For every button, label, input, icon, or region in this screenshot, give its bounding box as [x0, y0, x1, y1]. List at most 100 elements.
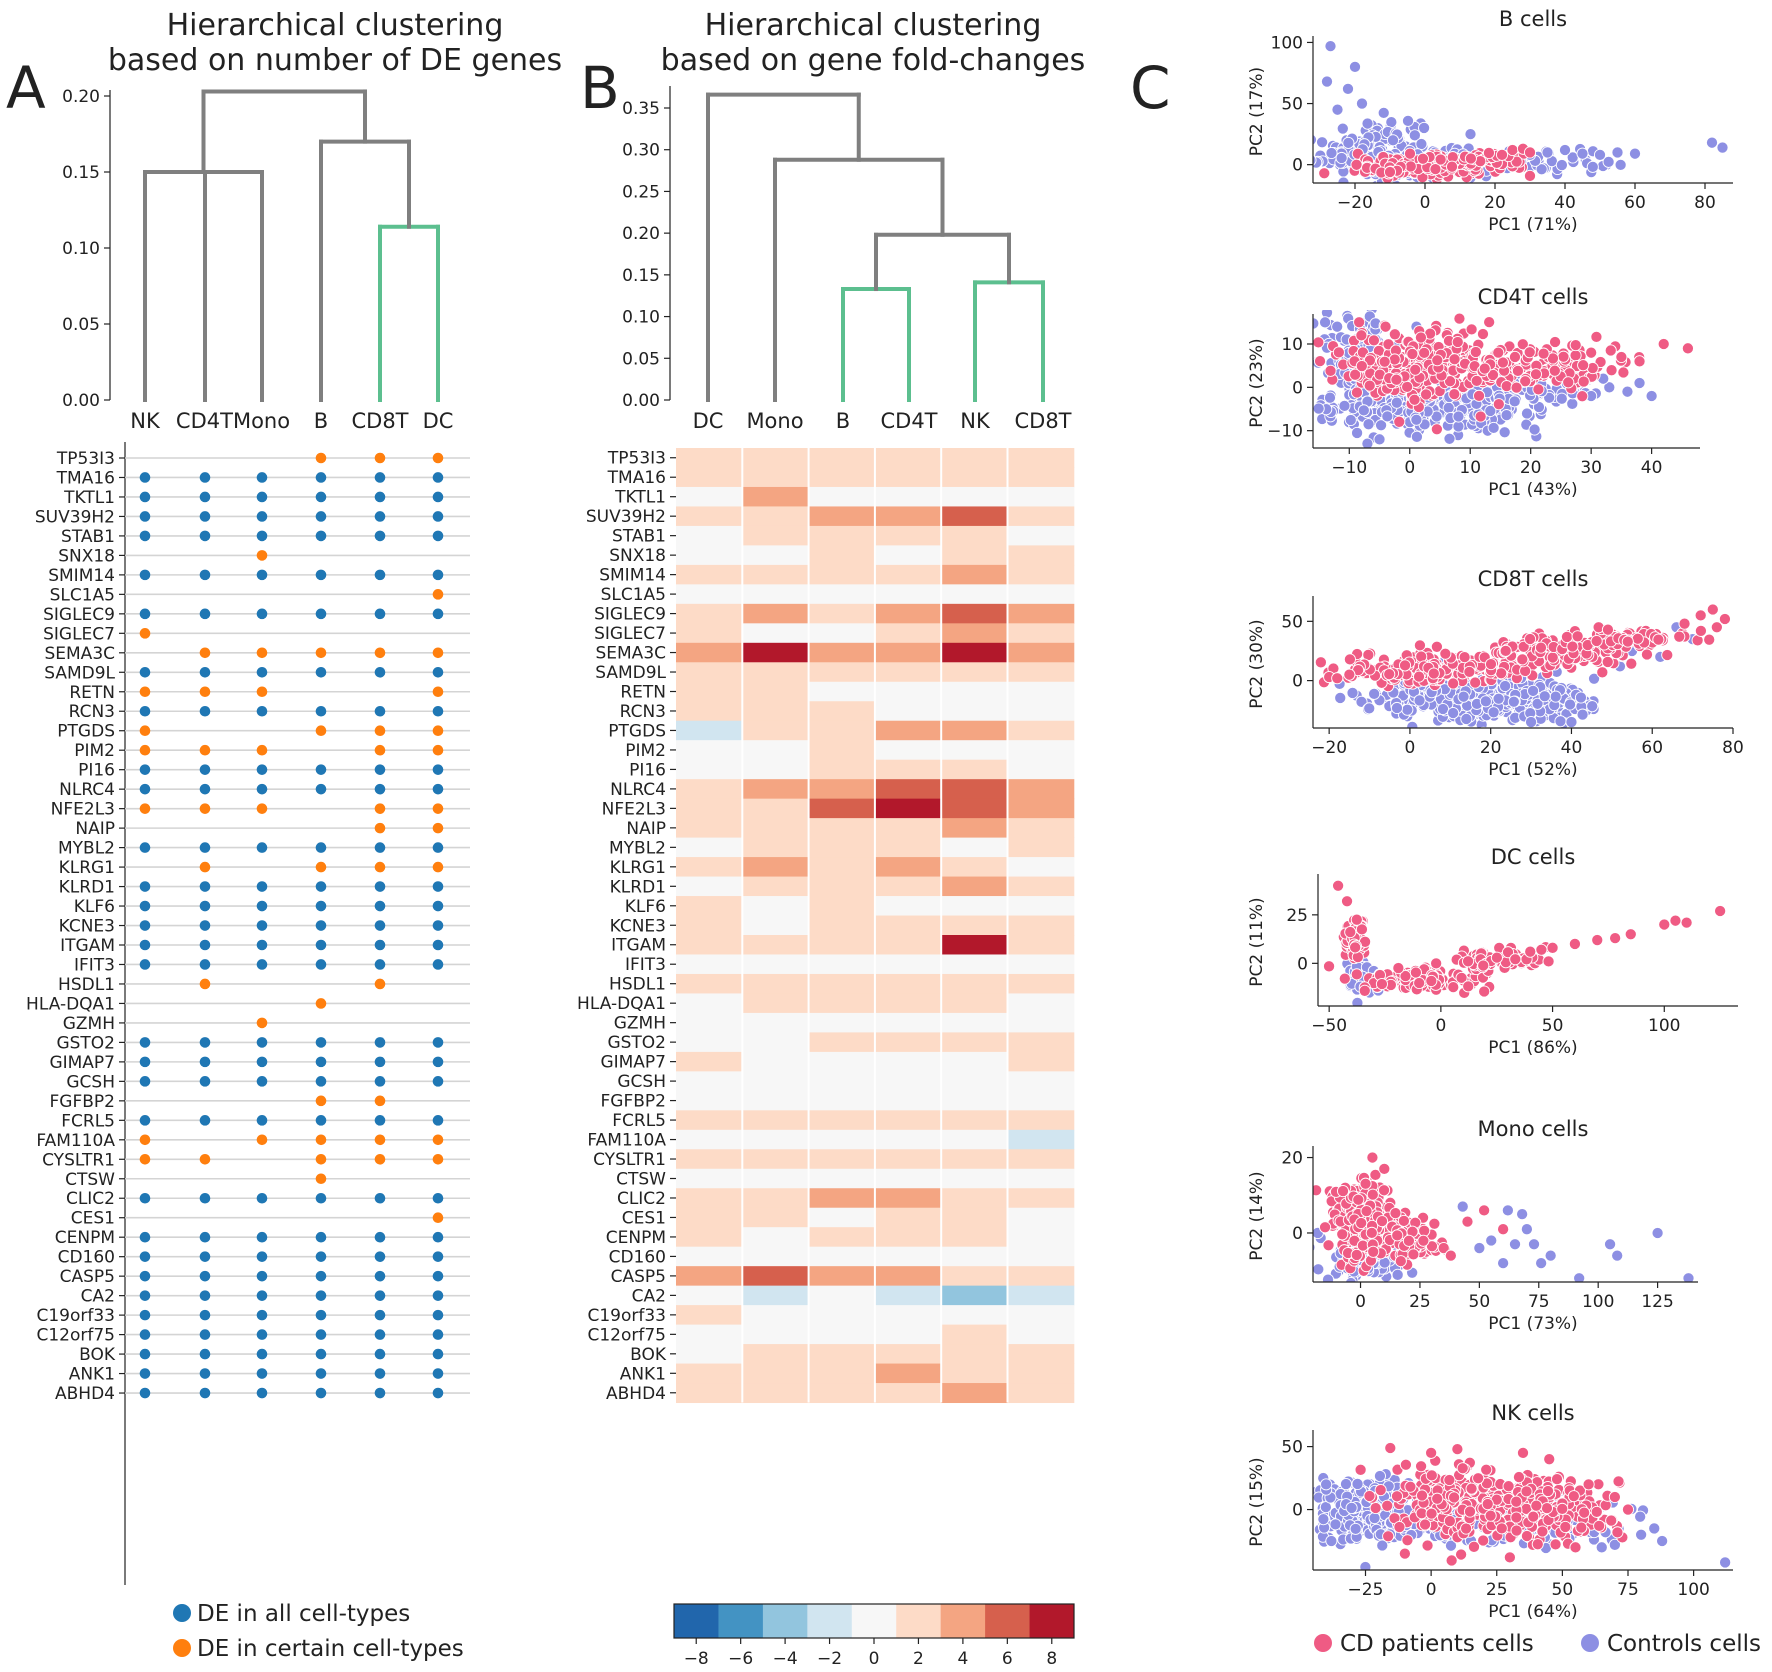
heatmap-b-cell — [941, 564, 1008, 585]
dots-a-dot — [256, 1115, 268, 1126]
scatter-point — [1355, 360, 1368, 373]
heatmap-b-gene-label: PIM2 — [625, 741, 666, 761]
dots-a-dot — [374, 783, 386, 795]
dendro-b-ytick-label: 0.35 — [622, 99, 660, 119]
scatter-point — [1718, 612, 1731, 626]
dots-a-dot — [256, 842, 268, 853]
scatter-xtick-label: 20 — [1480, 738, 1502, 758]
dots-a-gene-label: CASP5 — [60, 1267, 115, 1287]
heatmap-b-cell — [941, 623, 1008, 644]
dots-a-dot — [199, 900, 211, 912]
dots-a-dot — [315, 1290, 327, 1301]
heatmap-b-cell — [742, 759, 810, 780]
scatter-point — [1313, 1184, 1323, 1197]
scatter-point — [1418, 346, 1431, 359]
dots-a-gene-label: GCSH — [66, 1072, 115, 1092]
colorbar-b-bin — [718, 1604, 764, 1638]
heatmap-b-cell — [941, 525, 1008, 546]
heatmap-b-cell — [874, 915, 942, 936]
dots-a-dot — [315, 881, 327, 892]
dots-a-dot — [139, 491, 151, 503]
colorbar-b-tick-label: 6 — [1002, 1649, 1013, 1669]
dots-a-dot — [432, 1115, 444, 1126]
scatter-point — [1355, 97, 1369, 110]
scatter-point — [1657, 337, 1670, 351]
heatmap-b-gene-label: TP53I3 — [607, 449, 666, 469]
heatmap-b-cell — [676, 603, 743, 624]
scatter-point — [1410, 413, 1423, 426]
heatmap-b-cell — [742, 1129, 810, 1150]
scatter-xtick-label: 0 — [1435, 1016, 1446, 1036]
heatmap-b-cell — [941, 662, 1008, 683]
dots-a-gene-label: SAMD9L — [44, 663, 115, 683]
heatmap-b-cell — [676, 876, 743, 897]
heatmap-b-cell — [1007, 954, 1075, 975]
scatter-point — [1329, 1518, 1342, 1531]
dots-a-dot — [199, 569, 211, 581]
colorbar-b-tick-label: 8 — [1046, 1649, 1057, 1669]
heatmap-b-cell — [676, 759, 743, 780]
heatmap-b-cell — [874, 1305, 942, 1326]
scatter-point — [1591, 934, 1604, 947]
dots-a-gene-label: ITGAM — [60, 936, 115, 956]
scatter-point — [1502, 1480, 1515, 1493]
scatter-xtick-label: 25 — [1409, 1292, 1431, 1312]
scatter-ylabel: PC2 (30%) — [1247, 619, 1267, 708]
dots-a-dot — [315, 1134, 327, 1146]
scatter-point — [1443, 375, 1457, 388]
heatmap-b-cell — [676, 779, 743, 800]
heatmap-b-gene-label: KLF6 — [625, 897, 666, 917]
heatmap-b-cell — [742, 1227, 810, 1248]
dots-a-dot — [199, 1076, 211, 1087]
heatmap-b-cell — [808, 448, 876, 468]
dots-a-gene-label: CLIC2 — [66, 1189, 115, 1209]
scatter-point — [1406, 720, 1419, 728]
heatmap-b-cell — [676, 993, 743, 1014]
dots-a-dot — [139, 608, 151, 620]
dots-a-dot — [256, 1329, 268, 1340]
scatter-point — [1301, 649, 1312, 660]
dots-a-gene-label: SIGLEC9 — [43, 605, 115, 625]
heatmap-b-gene-label: C12orf75 — [587, 1325, 666, 1345]
scatter-point — [1350, 1248, 1363, 1261]
scatter-point — [1397, 1214, 1410, 1227]
scatter-point — [1681, 342, 1694, 355]
heatmap-b-cell — [676, 1344, 743, 1365]
scatter-point — [1603, 381, 1616, 394]
heatmap-b-cell — [1007, 662, 1075, 683]
scatter-point — [1464, 128, 1477, 141]
scatter-point — [1377, 106, 1390, 119]
scatter-point — [1574, 691, 1588, 704]
heatmap-b-gene-label: ANK1 — [620, 1364, 666, 1384]
dots-a-dot — [256, 1251, 268, 1262]
heatmap-b-cell — [742, 1246, 810, 1267]
dots-a-dot — [139, 1348, 151, 1360]
scatter-point — [1382, 1530, 1395, 1543]
scatter-xtick-label: −20 — [1337, 193, 1373, 213]
dots-a-dot — [199, 1290, 211, 1301]
dendro-b-leaf-label: CD8T — [1014, 409, 1071, 433]
scatter-point — [1404, 1480, 1417, 1493]
scatter-point — [1350, 386, 1364, 399]
dots-a-dot — [315, 511, 327, 522]
dots-a-dot — [139, 511, 151, 522]
dots-a-dot — [139, 686, 151, 698]
scatter-point — [1346, 686, 1359, 699]
heatmap-b-cell — [808, 759, 876, 780]
dots-a-dot — [432, 764, 444, 775]
heatmap-b-cell — [874, 720, 942, 741]
dots-a-dot — [139, 472, 151, 483]
heatmap-b-cell — [941, 857, 1008, 878]
scatter-point — [1543, 391, 1556, 404]
scatter-point — [1332, 346, 1345, 359]
scatter-point — [1325, 1534, 1338, 1548]
heatmap-b-cell — [1007, 837, 1075, 858]
scatter-xtick-label: 20 — [1484, 193, 1506, 213]
scatter-point — [1357, 404, 1370, 417]
heatmap-b-cell — [676, 623, 743, 644]
dots-a-dot — [139, 803, 151, 814]
scatter-point — [1548, 364, 1561, 377]
scatter-ytick-label: −10 — [1267, 422, 1303, 442]
heatmap-b-cell — [742, 1012, 810, 1033]
